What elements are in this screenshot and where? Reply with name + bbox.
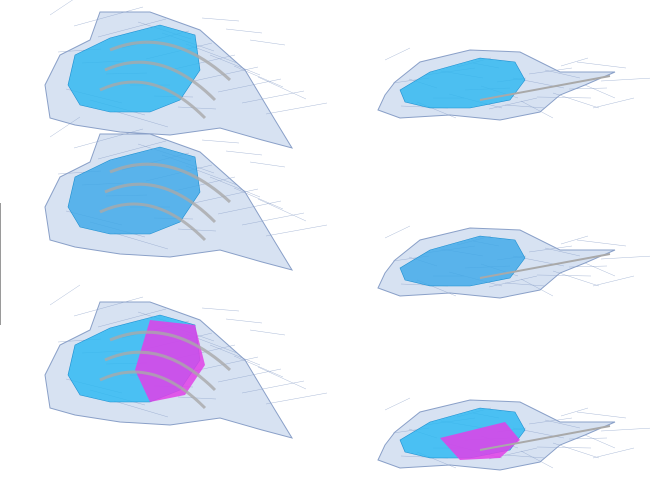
mesh-panel-4 <box>377 225 650 299</box>
rib-curve <box>99 202 207 242</box>
rib-curve <box>104 182 217 224</box>
rib-curve <box>479 253 611 279</box>
rib-curve <box>479 75 611 101</box>
rib-curve <box>99 80 207 120</box>
volume-fill <box>399 235 526 287</box>
left-divider-line <box>0 203 1 325</box>
volume-fill <box>399 57 526 109</box>
rib-curve <box>104 350 217 392</box>
rib-curve <box>99 370 207 410</box>
accent-region <box>440 422 520 460</box>
rib-curve <box>104 60 217 102</box>
rib-curve <box>109 40 232 82</box>
mesh-panel-6 <box>377 397 650 471</box>
rib-curve <box>479 425 611 451</box>
mesh-panel-1 <box>44 0 328 149</box>
rib-curve <box>109 330 232 372</box>
mesh-panel-2 <box>377 47 650 121</box>
mesh-panel-5 <box>44 284 328 439</box>
mesh-panel-3 <box>44 116 328 271</box>
rib-curve <box>109 162 232 204</box>
